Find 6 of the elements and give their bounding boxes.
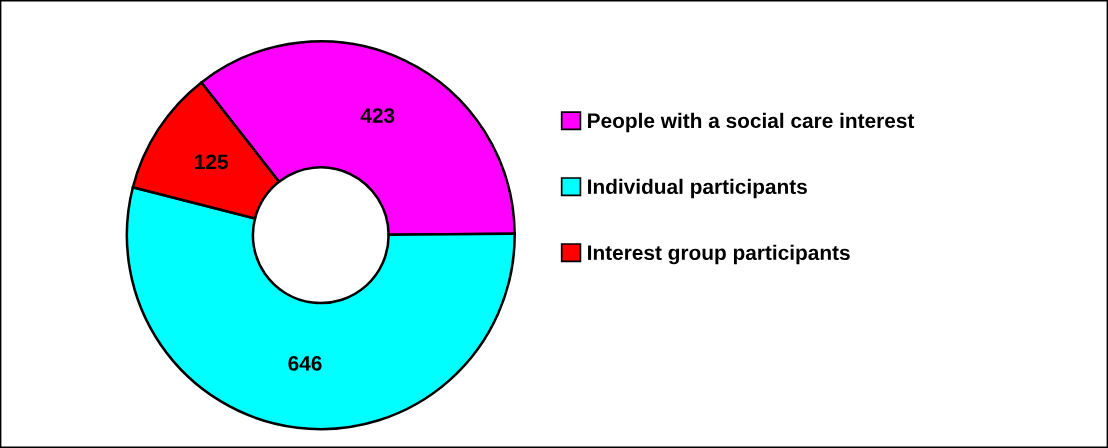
legend-label: Interest group participants [588,244,850,265]
data-label: 423 [360,108,395,123]
legend-label: People with a social care interest [588,112,915,133]
data-label: 125 [195,154,228,170]
data-label: 646 [288,355,322,371]
legend-label: Individual participants [588,178,807,199]
